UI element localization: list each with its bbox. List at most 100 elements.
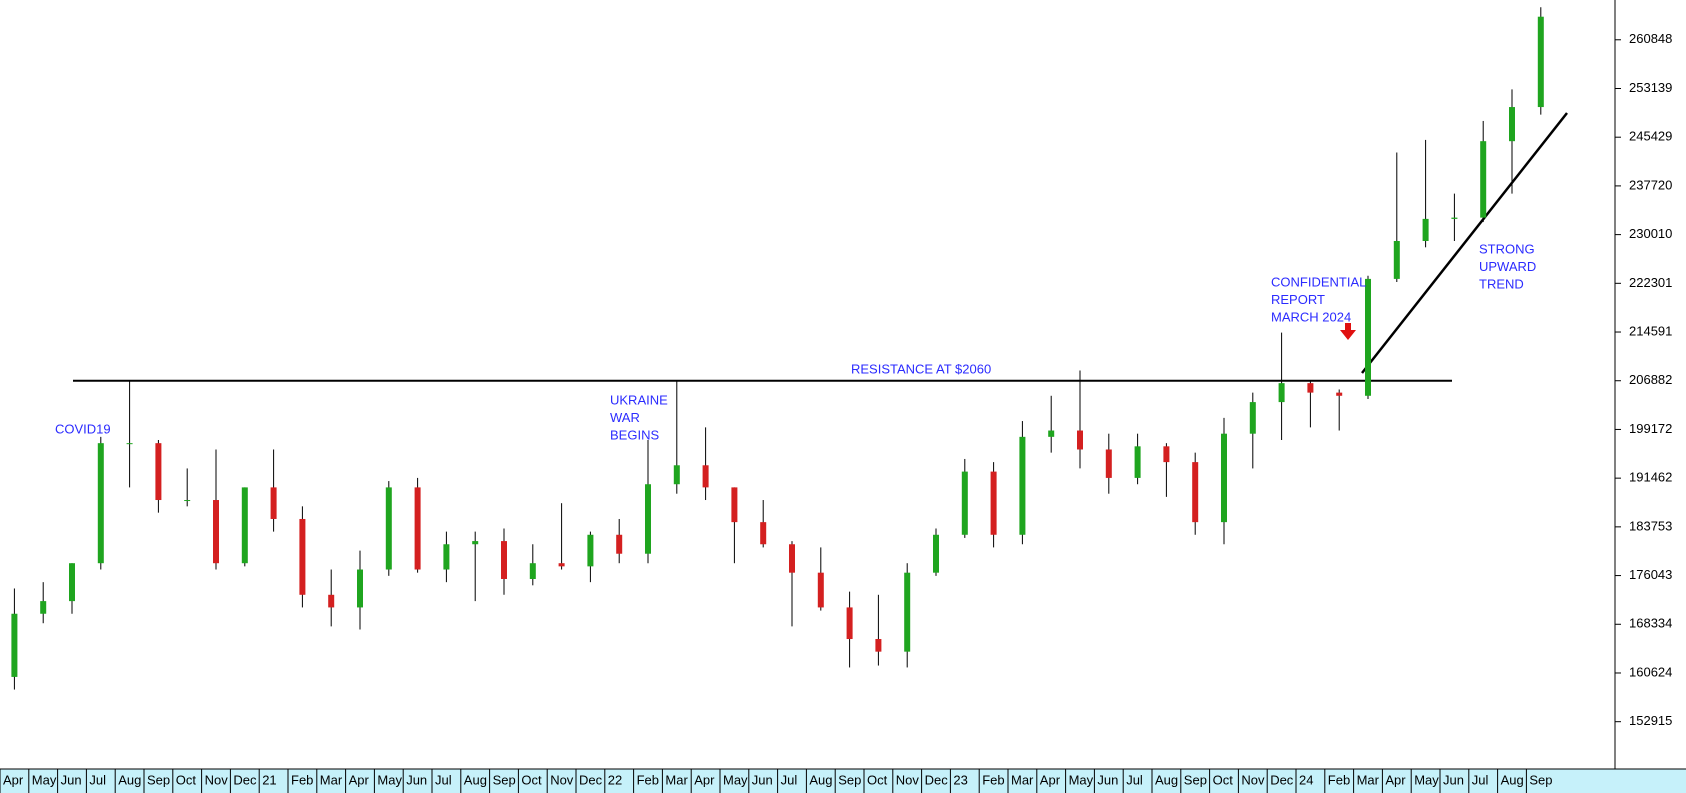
candle-body <box>587 534 594 567</box>
x-tick-label: Apr <box>1385 772 1406 787</box>
x-tick-label: Jul <box>89 772 106 787</box>
x-tick-label: May <box>1414 772 1439 787</box>
candle-body <box>11 613 18 677</box>
candle-body <box>1105 449 1112 478</box>
y-tick-label: 183753 <box>1629 518 1672 533</box>
candle-body <box>443 544 450 570</box>
candle-body <box>414 487 421 570</box>
y-tick-label: 176043 <box>1629 567 1672 582</box>
x-tick-label: Aug <box>464 772 487 787</box>
x-tick-label: Feb <box>637 772 659 787</box>
annotation: CONFIDENTIAL <box>1271 274 1366 289</box>
x-tick-label: Sep <box>493 772 516 787</box>
candle-body <box>1509 107 1515 142</box>
x-tick-label: Sep <box>147 772 170 787</box>
x-tick-label: Mar <box>1011 772 1034 787</box>
x-tick-label: Apr <box>349 772 370 787</box>
x-tick-label: 22 <box>608 772 622 787</box>
y-tick-label: 237720 <box>1629 177 1672 192</box>
x-tick-label: May <box>32 772 57 787</box>
y-tick-label: 245429 <box>1629 129 1672 144</box>
candle-body <box>1422 218 1429 241</box>
candle-body <box>184 500 191 502</box>
x-axis-strip <box>0 769 1686 793</box>
x-tick-label: Feb <box>1328 772 1350 787</box>
x-tick-label: Aug <box>809 772 832 787</box>
x-tick-label: Mar <box>320 772 343 787</box>
candle-body <box>1365 278 1371 396</box>
x-tick-label: Jul <box>435 772 452 787</box>
y-tick-label: 222301 <box>1629 275 1672 290</box>
x-tick-label: Mar <box>665 772 688 787</box>
candle-body <box>961 471 968 535</box>
x-tick-label: Dec <box>1270 772 1294 787</box>
candle-body <box>731 487 738 523</box>
x-tick-label: Jul <box>1472 772 1489 787</box>
annotation: UKRAINE <box>610 392 668 407</box>
y-tick-label: 260848 <box>1629 31 1672 46</box>
x-tick-label: Feb <box>291 772 313 787</box>
x-tick-label: Oct <box>176 772 197 787</box>
candle-body <box>40 601 47 614</box>
trend-line <box>1361 112 1568 374</box>
candle-body <box>933 534 939 573</box>
y-tick-label: 199172 <box>1629 421 1672 436</box>
y-tick-label: 230010 <box>1629 226 1672 241</box>
x-tick-label: Jun <box>61 772 82 787</box>
annotation: MARCH 2024 <box>1271 309 1351 324</box>
x-tick-label: Nov <box>896 772 920 787</box>
candle-body <box>760 522 767 545</box>
x-tick-label: Dec <box>925 772 949 787</box>
candle-body <box>1048 430 1055 437</box>
candle-body <box>328 594 335 608</box>
y-tick-label: 191462 <box>1629 470 1672 485</box>
y-tick-label: 168334 <box>1629 616 1672 631</box>
candle-body <box>616 534 623 554</box>
candle-body <box>875 639 882 652</box>
candle-body <box>69 563 75 602</box>
x-tick-label: Jun <box>752 772 773 787</box>
x-tick-label: Sep <box>1184 772 1207 787</box>
candle-body <box>1163 446 1170 463</box>
candle-body <box>817 572 824 608</box>
x-tick-label: Feb <box>982 772 1004 787</box>
x-tick-label: Sep <box>1529 772 1552 787</box>
x-tick-label: Oct <box>521 772 542 787</box>
candle-body <box>846 607 853 640</box>
x-tick-label: Dec <box>579 772 603 787</box>
candle-body <box>673 465 680 485</box>
x-tick-label: Oct <box>867 772 888 787</box>
x-tick-label: Aug <box>1155 772 1178 787</box>
annotation: REPORT <box>1271 292 1325 307</box>
candle-body <box>1393 240 1400 279</box>
candle-body <box>1278 383 1285 403</box>
candle-body <box>1192 462 1199 523</box>
annotation: BEGINS <box>610 427 659 442</box>
x-tick-label: Aug <box>1501 772 1524 787</box>
candle-body <box>241 487 248 564</box>
x-tick-label: Apr <box>694 772 715 787</box>
candle-body <box>97 443 104 564</box>
candle-body <box>529 563 536 579</box>
candle-body <box>904 572 911 652</box>
candle-body <box>990 471 997 535</box>
annotation: WAR <box>610 410 640 425</box>
candle-body <box>702 465 709 488</box>
x-tick-label: Mar <box>1357 772 1380 787</box>
candle-body <box>1336 392 1343 396</box>
candle-body <box>1537 16 1544 108</box>
x-tick-label: Jun <box>1097 772 1118 787</box>
x-tick-label: Sep <box>838 772 861 787</box>
candle-body <box>1221 433 1227 523</box>
y-tick-label: 253139 <box>1629 80 1672 95</box>
x-tick-label: Jun <box>406 772 427 787</box>
y-tick-label: 206882 <box>1629 372 1672 387</box>
annotation: TREND <box>1479 276 1524 291</box>
x-tick-label: Nov <box>1241 772 1265 787</box>
x-tick-label: Jul <box>1126 772 1143 787</box>
x-tick-label: Jul <box>781 772 798 787</box>
y-tick-label: 214591 <box>1629 323 1672 338</box>
x-tick-label: Nov <box>205 772 229 787</box>
x-tick-label: Nov <box>550 772 574 787</box>
